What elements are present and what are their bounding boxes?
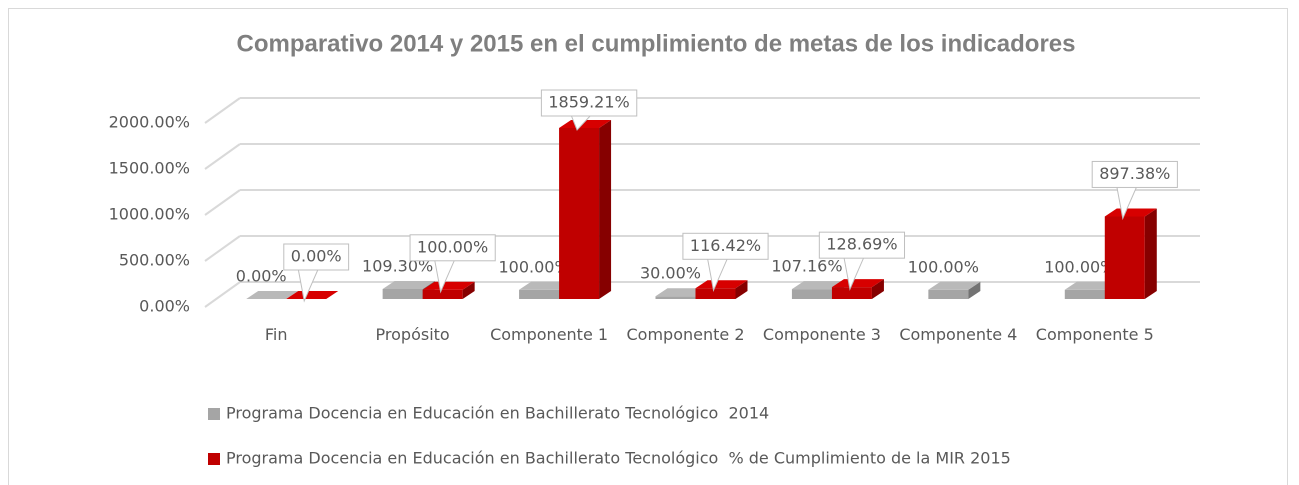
bar	[246, 291, 299, 299]
callout-box	[283, 243, 350, 271]
callout-box	[1091, 160, 1178, 188]
bar-face	[382, 288, 423, 299]
callout-box	[540, 89, 638, 117]
legend-label: Programa Docencia en Educación en Bachil…	[226, 404, 769, 423]
bar	[559, 119, 612, 299]
grid-line	[204, 97, 241, 124]
bar-face	[655, 296, 696, 299]
bar-face	[791, 281, 844, 290]
bar-face	[422, 281, 475, 290]
bar-face	[599, 119, 612, 299]
bar-face	[1104, 208, 1157, 217]
y-tick-label: 500.00%	[119, 251, 190, 270]
x-tick-label: Componente 4	[899, 325, 1018, 344]
x-tick-label: Componente 2	[626, 325, 745, 344]
x-tick-label: Fin	[264, 325, 288, 344]
bar-face	[559, 127, 600, 299]
data-label: 100.00%	[498, 257, 569, 276]
grid-line	[204, 281, 241, 308]
y-tick-label: 1500.00%	[109, 159, 190, 178]
bar-face	[519, 281, 572, 290]
data-label: 0.00%	[236, 267, 287, 286]
grid-line	[204, 189, 241, 216]
legend-swatch	[208, 453, 220, 465]
bar-face	[928, 289, 969, 299]
x-tick-label: Componente 3	[762, 325, 881, 344]
data-label: 897.38%	[1099, 164, 1170, 183]
bar	[928, 281, 981, 299]
legend-swatch	[208, 408, 220, 420]
x-tick-label: Componente 1	[490, 325, 609, 344]
bar-face	[1104, 216, 1145, 299]
x-tick-label: Componente 5	[1035, 325, 1154, 344]
bar-face	[655, 288, 708, 297]
bar-face	[928, 281, 981, 290]
data-label: 100.00%	[1044, 257, 1115, 276]
bar	[1064, 281, 1117, 299]
bar-face	[286, 291, 339, 299]
callout-box	[682, 232, 769, 260]
bar-face	[462, 281, 475, 299]
data-label: 100.00%	[908, 257, 979, 276]
bar-face	[735, 280, 748, 299]
bar-face	[695, 288, 736, 299]
data-label: 1859.21%	[548, 93, 629, 112]
bar	[286, 291, 339, 299]
callout-box	[818, 231, 906, 259]
bar	[831, 279, 884, 299]
bar-face	[831, 279, 884, 288]
x-tick-label: Propósito	[375, 325, 450, 344]
data-label: 30.00%	[640, 264, 701, 283]
grid-line	[204, 143, 241, 170]
data-label: 0.00%	[291, 247, 342, 266]
chart-title: Comparativo 2014 y 2015 en el cumplimien…	[237, 30, 1076, 57]
bar-face	[791, 289, 832, 299]
bar-face	[1064, 289, 1105, 299]
bar-face	[1144, 208, 1157, 299]
bar-face	[246, 291, 299, 299]
chart-frame	[8, 8, 1288, 485]
bar-face	[831, 287, 872, 299]
data-label: 100.00%	[417, 237, 488, 256]
bar-face	[968, 281, 981, 299]
y-tick-label: 1000.00%	[109, 205, 190, 224]
data-label: 107.16%	[771, 257, 842, 276]
y-tick-label: 2000.00%	[109, 113, 190, 132]
callout-box	[409, 234, 496, 262]
bar-face	[519, 289, 560, 299]
y-tick-label: 0.00%	[139, 297, 190, 316]
bar-face	[871, 279, 884, 299]
legend-label: Programa Docencia en Educación en Bachil…	[226, 449, 1011, 468]
bar-face	[695, 280, 748, 289]
bar-face	[559, 119, 612, 128]
bar	[422, 281, 475, 299]
bar-face	[1064, 281, 1117, 290]
data-label: 128.69%	[826, 235, 897, 254]
data-label: 116.42%	[690, 236, 761, 255]
bar-face	[382, 280, 435, 289]
bar	[1104, 208, 1157, 299]
bar-face	[422, 289, 463, 299]
bar	[695, 280, 748, 299]
grid-line	[204, 235, 241, 262]
